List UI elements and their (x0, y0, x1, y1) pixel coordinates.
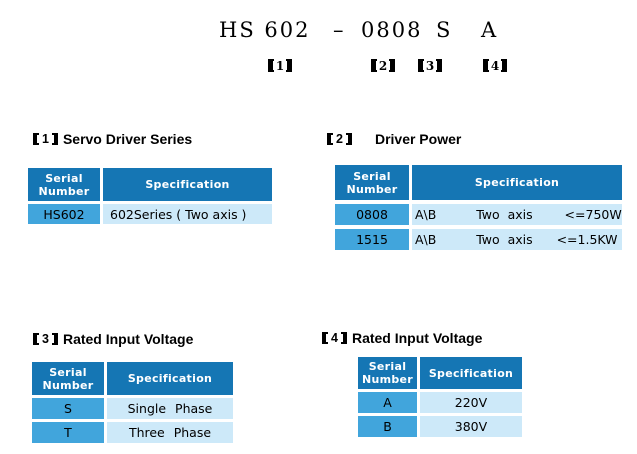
specification-cell: 602Series ( Two axis ) (103, 204, 272, 224)
specification-cell: Three Phase (107, 422, 233, 443)
model-code-series: HS 602 (219, 18, 311, 42)
left-bracket-icon (370, 59, 377, 72)
section-3-heading: 3 Rated Input Voltage (33, 331, 193, 347)
table-row: 1515 A\B Two axis <=1.5KW (335, 229, 622, 250)
rated-input-voltage-table: Serial Number Specification A 220V B 380… (358, 357, 522, 437)
rated-input-phase-table: Serial Number Specification S Single Pha… (32, 362, 233, 443)
column-header-serial-number: Serial Number (28, 168, 100, 201)
serial-cell: 0808 (335, 204, 409, 225)
model-code-phase: S (436, 18, 453, 42)
left-bracket-icon (417, 59, 424, 72)
right-bracket-icon (286, 59, 293, 72)
serial-cell: T (32, 422, 104, 443)
specification-cell: 380V (420, 416, 522, 437)
table-row: 0808 A\B Two axis <=750W (335, 204, 622, 225)
table-header-row: Serial Number Specification (335, 165, 622, 200)
left-bracket-icon (327, 133, 333, 145)
right-bracket-icon (51, 333, 58, 345)
right-bracket-icon (436, 59, 443, 72)
marker-3: 3 (413, 58, 447, 73)
section-3-number: 3 (42, 332, 49, 346)
marker-4-number: 4 (490, 58, 500, 73)
servo-driver-series-table: Serial Number Specification HS602 602Ser… (28, 168, 272, 224)
left-bracket-icon (33, 333, 39, 345)
section-2-title: Driver Power (374, 131, 462, 147)
section-2-number: 2 (336, 132, 343, 146)
specification-cell: A\B Two axis <=1.5KW (412, 229, 622, 250)
section-4-heading: 4 Rated Input Voltage (322, 330, 482, 346)
column-header-specification: Specification (103, 168, 272, 201)
right-bracket-icon (389, 59, 396, 72)
section-1-number: 1 (42, 132, 49, 146)
serial-cell: A (358, 392, 417, 413)
left-bracket-icon (482, 59, 489, 72)
serial-cell: 1515 (335, 229, 409, 250)
column-header-serial-number: Serial Number (32, 362, 104, 395)
marker-3-number: 3 (425, 58, 435, 73)
marker-2: 2 (366, 58, 400, 73)
table-row: S Single Phase (32, 398, 233, 419)
column-header-serial-number: Serial Number (335, 165, 409, 200)
marker-1-number: 1 (275, 58, 285, 73)
table-row: HS602 602Series ( Two axis ) (28, 204, 272, 224)
specification-cell: Single Phase (107, 398, 233, 419)
specification-cell: 220V (420, 392, 522, 413)
table-header-row: Serial Number Specification (32, 362, 233, 395)
section-4-number: 4 (331, 331, 338, 345)
marker-1: 1 (263, 58, 297, 73)
right-bracket-icon (345, 133, 352, 145)
section-3-title: Rated Input Voltage (62, 331, 194, 347)
section-2-heading: 2 Driver Power (327, 131, 461, 147)
table-row: A 220V (358, 392, 522, 413)
driver-power-table: Serial Number Specification 0808 A\B Two… (335, 165, 622, 250)
serial-cell: B (358, 416, 417, 437)
specification-cell: A\B Two axis <=750W (412, 204, 622, 225)
left-bracket-icon (322, 332, 328, 344)
section-1-heading: 1 Servo Driver Series (33, 131, 192, 147)
table-row: B 380V (358, 416, 522, 437)
table-header-row: Serial Number Specification (358, 357, 522, 389)
section-1-title: Servo Driver Series (62, 131, 193, 147)
marker-2-number: 2 (378, 58, 388, 73)
model-code-dash: – (333, 18, 346, 42)
right-bracket-icon (501, 59, 508, 72)
right-bracket-icon (51, 133, 58, 145)
left-bracket-icon (267, 59, 274, 72)
model-code-voltage: A (481, 18, 499, 42)
column-header-specification: Specification (107, 362, 233, 395)
marker-4: 4 (478, 58, 512, 73)
model-code-power: 0808 (361, 18, 423, 42)
column-header-serial-number: Serial Number (358, 357, 417, 389)
column-header-specification: Specification (420, 357, 522, 389)
column-header-specification: Specification (412, 165, 622, 200)
table-header-row: Serial Number Specification (28, 168, 272, 201)
right-bracket-icon (340, 332, 347, 344)
serial-cell: HS602 (28, 204, 100, 224)
table-row: T Three Phase (32, 422, 233, 443)
serial-cell: S (32, 398, 104, 419)
section-4-title: Rated Input Voltage (351, 330, 483, 346)
left-bracket-icon (33, 133, 39, 145)
